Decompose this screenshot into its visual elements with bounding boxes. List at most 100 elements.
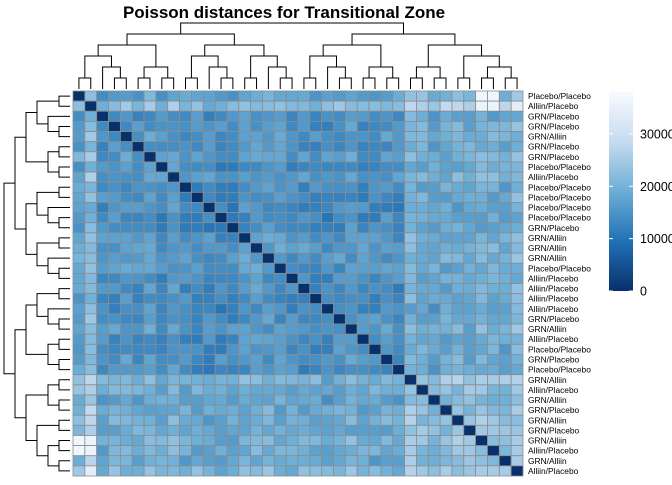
heatmap-cell: [380, 374, 394, 386]
heatmap-cell: [214, 232, 228, 244]
heatmap-cell: [179, 323, 192, 335]
heatmap-cell: [463, 394, 477, 406]
heatmap-cell: [463, 272, 477, 284]
heatmap-cell: [333, 141, 346, 153]
heatmap-cell: [143, 222, 157, 234]
heatmap-cell: [108, 202, 121, 213]
heatmap-cell: [368, 435, 382, 447]
heatmap-cell: [250, 262, 263, 274]
heatmap-cell: [392, 120, 405, 132]
heatmap-cell: [226, 404, 240, 416]
heatmap-cell: [143, 293, 157, 305]
heatmap-cell: [226, 384, 240, 396]
heatmap-cell: [84, 333, 98, 345]
heatmap-cell: [214, 191, 228, 203]
heatmap-cell: [416, 222, 429, 234]
dendrogram-branch: [58, 166, 70, 178]
heatmap-cell: [155, 120, 169, 132]
heatmap-cell: [167, 374, 180, 386]
heatmap-cell: [475, 435, 488, 447]
dendrogram-branch: [415, 66, 441, 78]
heatmap-cell: [463, 252, 477, 264]
heatmap-cell: [510, 202, 524, 213]
heatmap-cell: [191, 424, 204, 436]
heatmap-cell: [404, 131, 417, 143]
heatmap-cell: [309, 222, 323, 234]
heatmap-cell: [487, 100, 500, 112]
heatmap-cell: [131, 293, 145, 305]
heatmap-cell: [96, 404, 109, 416]
heatmap-cell: [119, 181, 133, 193]
heatmap-cell: [72, 404, 86, 416]
heatmap-cell: [368, 272, 382, 284]
heatmap-cell: [487, 394, 500, 406]
heatmap-cell: [155, 141, 169, 153]
heatmap-cell: [72, 272, 86, 284]
heatmap-cell: [321, 181, 334, 193]
heatmap-cell: [368, 394, 382, 406]
heatmap-cell: [475, 262, 488, 274]
heatmap-cell: [72, 181, 86, 193]
heatmap-cell: [368, 252, 382, 264]
heatmap-cell: [191, 404, 204, 416]
heatmap-cell: [392, 161, 405, 173]
heatmap-cell: [404, 171, 417, 183]
heatmap-cell: [214, 272, 228, 284]
heatmap-cell: [250, 384, 263, 396]
heatmap-cell: [179, 354, 192, 365]
heatmap-cell: [451, 212, 465, 224]
heatmap-cell: [451, 303, 465, 315]
heatmap-cell: [273, 161, 287, 173]
heatmap-cell: [368, 424, 382, 436]
heatmap-cell: [356, 262, 370, 274]
heatmap-cell: [262, 90, 275, 102]
heatmap-cell: [380, 171, 394, 183]
heatmap-cell: [143, 212, 157, 224]
heatmap-cell: [321, 313, 334, 325]
heatmap-cell: [250, 90, 263, 102]
heatmap-cell: [404, 465, 417, 477]
heatmap-cell: [368, 141, 382, 153]
heatmap-cell: [498, 364, 512, 376]
heatmap-cell: [380, 90, 394, 102]
heatmap-cell: [179, 465, 192, 477]
heatmap-cell: [108, 333, 121, 345]
heatmap-cell: [487, 303, 500, 315]
heatmap-cell: [273, 283, 287, 295]
heatmap-cell: [297, 161, 311, 173]
heatmap-cell: [226, 293, 240, 305]
heatmap-cell: [262, 222, 275, 234]
heatmap-cell: [119, 262, 133, 274]
heatmap-cell: [356, 303, 370, 315]
heatmap-cell: [285, 242, 299, 254]
heatmap-cell: [475, 242, 488, 254]
heatmap-cell: [96, 110, 109, 122]
heatmap-cell: [463, 364, 477, 376]
heatmap-cell: [191, 181, 204, 193]
heatmap-cell: [498, 191, 512, 203]
heatmap-cell: [108, 232, 121, 244]
heatmap-cell: [285, 414, 299, 426]
heatmap-cell: [96, 313, 109, 325]
heatmap-cell: [191, 394, 204, 406]
heatmap-cell: [392, 374, 405, 386]
heatmap-cell: [238, 212, 252, 224]
heatmap-cell: [309, 445, 323, 457]
heatmap-cell: [309, 272, 323, 284]
heatmap-cell: [309, 414, 323, 426]
heatmap-cell: [344, 252, 358, 264]
heatmap-cell: [427, 323, 441, 335]
dendrogram-branch: [180, 22, 404, 34]
heatmap-cell: [108, 110, 121, 122]
heatmap-cell: [510, 394, 524, 406]
heatmap-cell: [392, 181, 405, 193]
heatmap-cell: [273, 212, 287, 224]
heatmap-cell: [72, 262, 86, 274]
heatmap-cell: [309, 131, 323, 143]
heatmap-cell: [427, 262, 441, 274]
heatmap-cell: [368, 191, 382, 203]
heatmap-cell: [439, 181, 453, 193]
heatmap-cell: [344, 272, 358, 284]
heatmap-cell: [84, 272, 98, 284]
heatmap-cell: [72, 171, 86, 183]
